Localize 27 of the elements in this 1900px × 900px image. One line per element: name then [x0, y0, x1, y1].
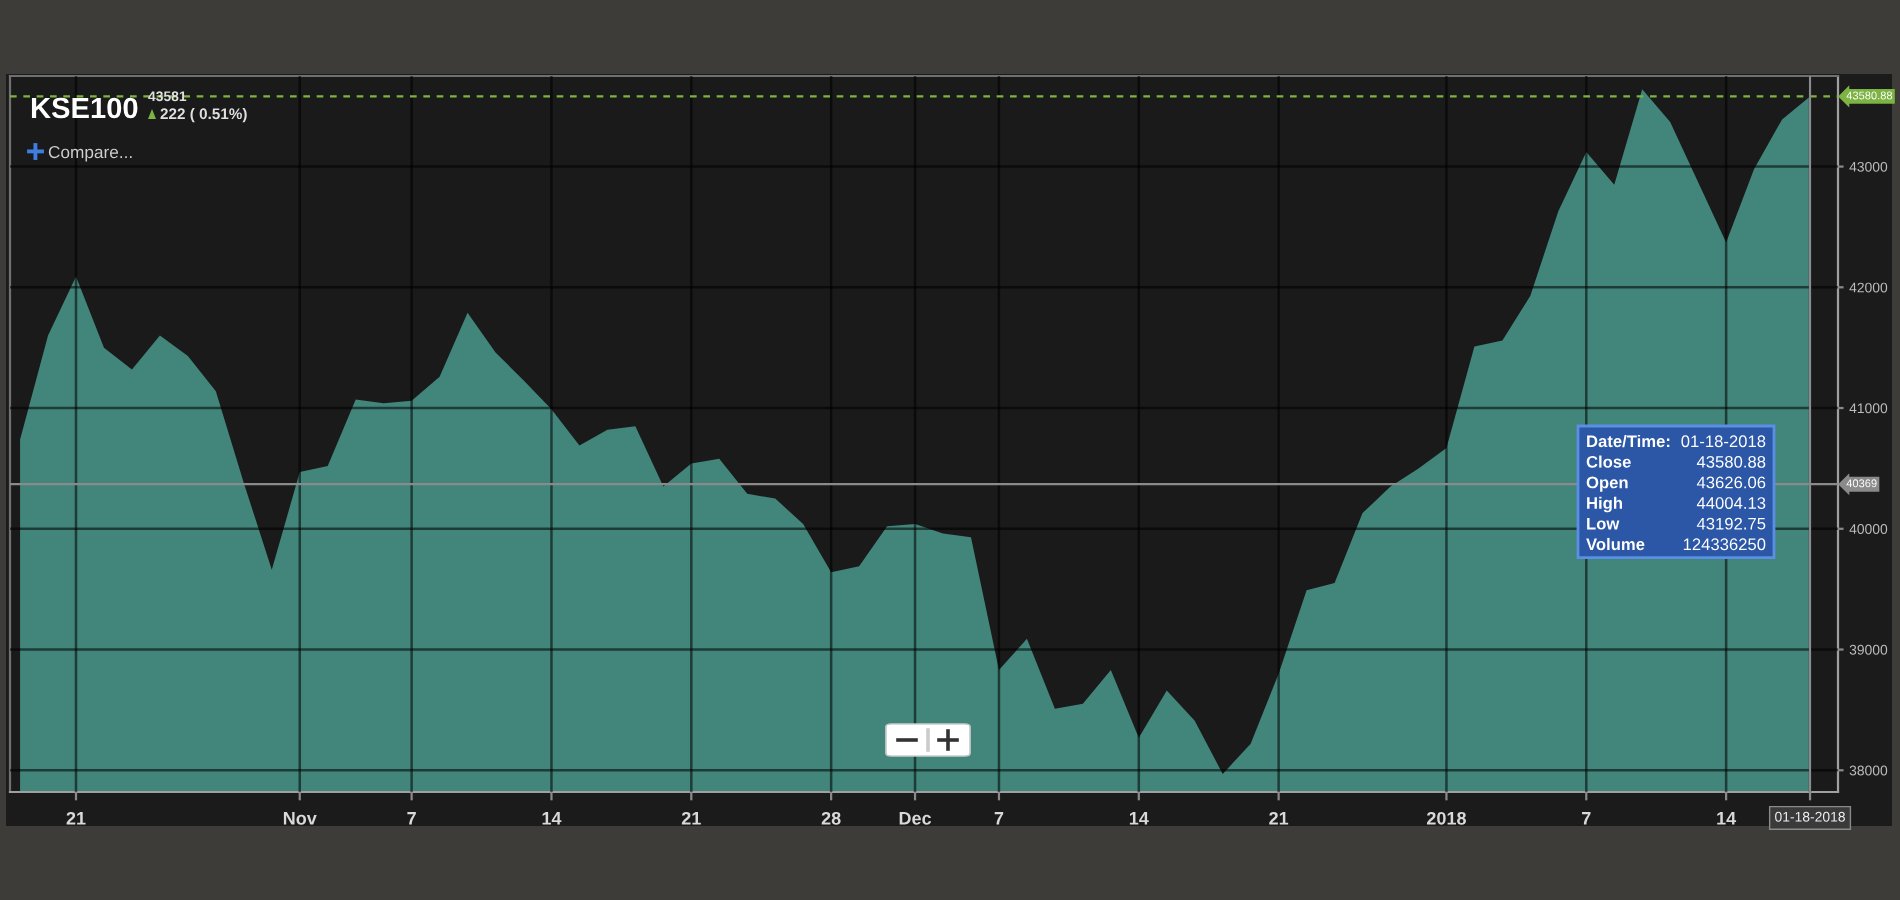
- x-tick-label: 21: [66, 811, 86, 825]
- text: KSE100: [31, 97, 138, 119]
- x-tick-label: 14: [542, 812, 562, 825]
- x-tick-label: 21: [681, 811, 701, 825]
- x-tick-label: 2018: [1426, 811, 1466, 825]
- x-tick-label: 14: [1717, 812, 1737, 825]
- x-tick-label: 7: [407, 812, 416, 825]
- annotation: 44004.13: [1696, 497, 1766, 509]
- annotation: 43626.06: [1696, 476, 1766, 489]
- annotation: Open: [1586, 476, 1628, 492]
- annotation: 43192.75: [1696, 517, 1766, 530]
- annotation: High: [1587, 496, 1622, 513]
- x-tick-label: 7: [994, 812, 1004, 825]
- x-tick-label: Dec: [899, 812, 932, 825]
- x-tick-label: Nov: [283, 812, 317, 825]
- annotation: Volume: [1586, 537, 1645, 551]
- x-tick-label: 14: [1129, 812, 1149, 825]
- annotation: Date/Time:: [1587, 434, 1670, 448]
- x-tick-label: 7: [1582, 812, 1591, 825]
- annotation: 01-18-2018: [1681, 435, 1766, 448]
- annotation: Low: [1587, 517, 1620, 530]
- x-tick-label: 28: [821, 811, 841, 825]
- x-tick-label: 21: [1269, 811, 1289, 825]
- annotation: Compare...: [48, 145, 132, 162]
- annotation: 124336250: [1683, 538, 1766, 551]
- annotation: Close: [1586, 455, 1631, 468]
- annotation: 43580.88: [1696, 455, 1766, 468]
